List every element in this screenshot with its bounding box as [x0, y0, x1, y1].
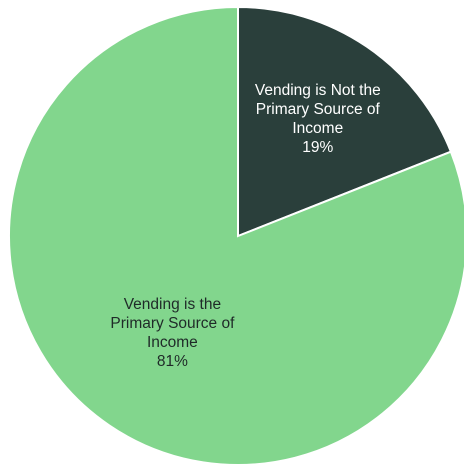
pie-slice-label-1: Vending is the Primary Source of Income 81%: [110, 296, 235, 370]
slice-category-label: Vending is the: [124, 296, 221, 313]
slice-value-label: 19%: [302, 139, 333, 156]
slice-category-label: Income: [292, 120, 343, 137]
slice-category-label: Primary Source of: [110, 315, 235, 332]
slice-category-label: Vending is Not the: [255, 82, 381, 99]
slice-value-label: 81%: [157, 353, 188, 370]
slice-category-label: Primary Source of: [256, 101, 381, 118]
pie-slice-1: [8, 5, 464, 465]
pie-slice-label-0: Vending is Not the Primary Source of Incom…: [255, 82, 381, 156]
pie-slices: [8, 5, 464, 465]
pie-labels: Vending is Not the Primary Source of Incom…: [110, 82, 380, 370]
slice-category-label: Income: [147, 334, 198, 351]
pie-slice-0: [237, 5, 453, 238]
